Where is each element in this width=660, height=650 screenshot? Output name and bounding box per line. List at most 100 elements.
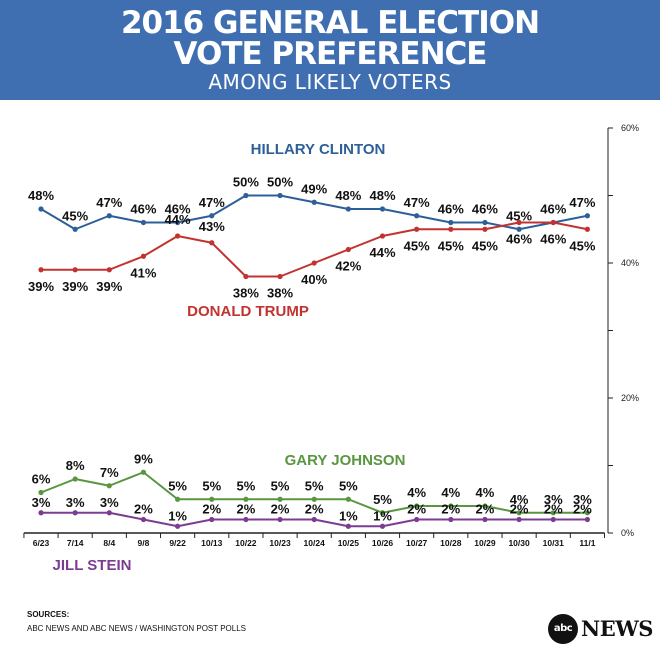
data-point [584, 226, 591, 232]
data-point [550, 510, 556, 516]
data-label: 2% [202, 502, 221, 517]
data-point [243, 273, 249, 280]
data-label: 2% [407, 502, 426, 517]
data-label: 42% [335, 259, 361, 274]
data-label: 48% [369, 188, 395, 203]
data-label: 39% [28, 279, 54, 294]
data-point [140, 219, 147, 226]
data-point [379, 510, 386, 516]
data-label: 2% [237, 502, 256, 517]
data-point [414, 516, 420, 523]
data-point [277, 516, 283, 523]
data-label: 39% [96, 279, 122, 294]
data-label: 3% [32, 495, 51, 510]
data-label: 5% [305, 478, 324, 493]
data-label: 1% [168, 508, 187, 523]
data-label: 3% [100, 495, 119, 510]
data-label: 9% [134, 451, 153, 466]
data-label: 47% [199, 195, 225, 210]
y-tick-label: 20% [621, 393, 639, 403]
data-label: 45% [569, 238, 595, 253]
data-point [345, 523, 351, 529]
data-label: 38% [267, 286, 293, 301]
abc-news-logo: abc NEWS [548, 614, 653, 644]
data-label: 5% [237, 478, 256, 493]
data-point [38, 489, 44, 496]
data-label: 50% [267, 175, 293, 190]
data-label: 5% [373, 492, 392, 507]
data-label: 2% [271, 502, 290, 517]
data-point [209, 240, 215, 246]
data-point [243, 516, 249, 523]
data-point [72, 476, 78, 482]
data-point [175, 233, 181, 239]
data-label: 2% [441, 502, 460, 517]
x-tick-label: 9/8 [138, 538, 150, 548]
x-tick-label: 6/23 [33, 538, 50, 548]
data-label: 46% [438, 202, 464, 217]
data-point [38, 206, 44, 212]
data-label: 4% [476, 485, 495, 500]
data-label: 38% [233, 286, 259, 301]
chart-subtitle: AMONG LIKELY VOTERS [208, 70, 452, 94]
data-point [243, 192, 249, 199]
data-label: 45% [62, 208, 88, 223]
x-tick-label: 10/29 [474, 538, 496, 548]
data-point [448, 226, 454, 232]
chart-title-line-1: 2016 GENERAL ELECTION [120, 5, 540, 41]
data-label: 4% [510, 492, 529, 507]
sources-text: ABC NEWS AND ABC NEWS / WASHINGTON POST … [27, 624, 247, 633]
x-tick-label: 10/22 [235, 538, 257, 548]
data-point [140, 516, 147, 523]
data-label: 2% [305, 502, 324, 517]
data-label: 2% [573, 502, 592, 517]
series-name-label: DONALD TRUMP [187, 303, 309, 320]
data-point [38, 267, 44, 273]
data-point [345, 496, 351, 502]
abc-logo-word: NEWS [581, 616, 653, 641]
data-label: 6% [32, 472, 51, 487]
data-point [106, 267, 112, 273]
data-point [516, 219, 522, 226]
data-point [482, 226, 488, 232]
data-label: 7% [100, 465, 119, 480]
data-label: 41% [130, 265, 156, 280]
data-point [209, 516, 215, 523]
data-label: 48% [335, 188, 361, 203]
data-point [584, 213, 591, 219]
data-point [550, 219, 556, 226]
data-point [175, 523, 181, 529]
y-tick-label: 60% [621, 123, 639, 133]
data-label: 45% [404, 238, 430, 253]
data-label: 45% [506, 208, 532, 223]
data-point [106, 510, 112, 516]
data-point [311, 496, 317, 502]
data-label: 5% [168, 478, 187, 493]
chart-title-line-2: VOTE PREFERENCE [173, 36, 488, 72]
sources: SOURCES: ABC NEWS AND ABC NEWS / WASHING… [27, 608, 246, 636]
x-tick-label: 10/30 [508, 538, 530, 548]
data-point [311, 260, 317, 266]
data-point [72, 267, 78, 273]
data-label: 39% [62, 279, 88, 294]
data-point [516, 516, 522, 523]
data-point [140, 469, 147, 475]
data-label: 2% [476, 502, 495, 517]
data-point [106, 483, 112, 489]
data-label: 4% [407, 485, 426, 500]
data-point [482, 219, 488, 226]
data-point [38, 510, 44, 516]
data-point [584, 510, 591, 516]
data-label: 1% [339, 508, 358, 523]
data-point [550, 516, 556, 523]
data-point [379, 206, 386, 212]
data-point [345, 206, 351, 212]
data-point [516, 510, 522, 516]
y-tick-label: 0% [621, 528, 634, 538]
x-tick-label: 8/4 [103, 538, 115, 548]
data-point [209, 213, 215, 219]
data-label: 1% [373, 508, 392, 523]
data-point [72, 510, 78, 516]
x-tick-label: 10/13 [201, 538, 223, 548]
x-tick-label: 11/1 [579, 538, 595, 548]
